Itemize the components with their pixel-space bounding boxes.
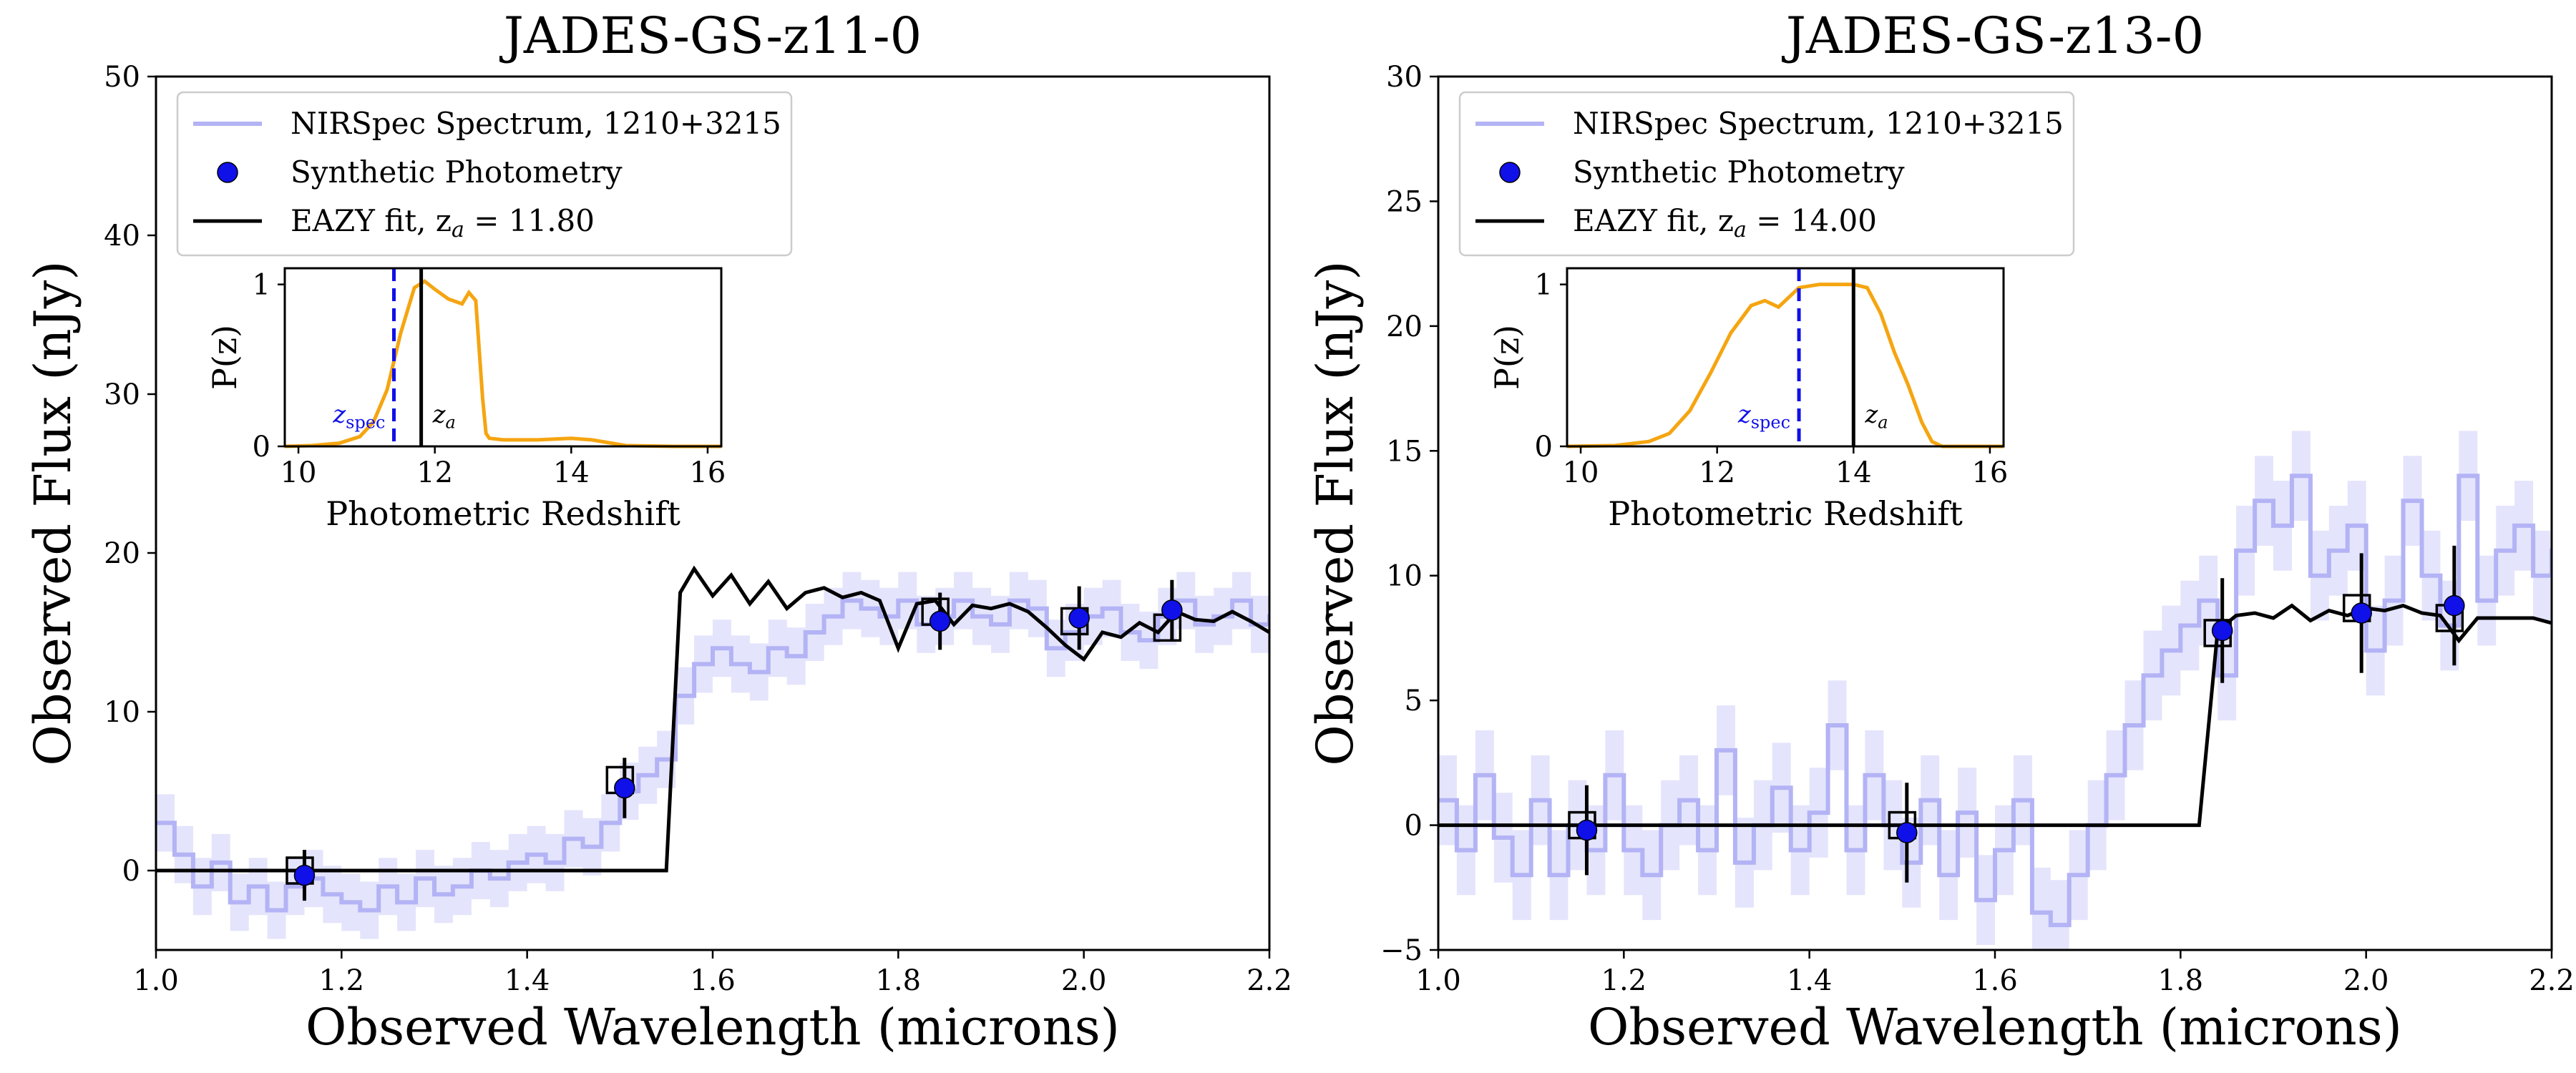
synthetic-photometry-point bbox=[1896, 822, 1918, 843]
inset-y-tick-label: 1 bbox=[1535, 269, 1553, 302]
y-tick-label: 30 bbox=[104, 378, 140, 411]
inset-x-label: Photometric Redshift bbox=[326, 494, 680, 533]
inset-background bbox=[1567, 268, 2004, 446]
x-tick-label: 2.0 bbox=[2343, 964, 2389, 997]
chart-title: JADES-GS-z13-0 bbox=[1782, 6, 2204, 65]
inset-y-tick-label: 0 bbox=[253, 431, 270, 464]
y-tick-label: 15 bbox=[1386, 435, 1423, 468]
y-axis-label: Observed Flux (nJy) bbox=[1306, 260, 1365, 765]
x-tick-label: 1.6 bbox=[690, 964, 736, 997]
x-tick-label: 2.2 bbox=[1246, 964, 1292, 997]
x-tick-label: 1.8 bbox=[876, 964, 922, 997]
pz-curve bbox=[1566, 283, 2004, 449]
z-a-subscript: a bbox=[446, 413, 456, 433]
inset-x-tick-label: 16 bbox=[689, 456, 726, 489]
x-tick-label: 1.6 bbox=[1972, 964, 2018, 997]
legend: NIRSpec Spectrum, 1210+3215 Synthetic Pho… bbox=[176, 91, 793, 257]
y-tick-label: 10 bbox=[104, 696, 140, 729]
panel-2: JADES-GS-z13-0 1.0 1.2 1.4 1.6 1.8 2.0 2.2 −5 0 5 1… bbox=[1306, 6, 2575, 1057]
inset-x-tick-label: 14 bbox=[553, 456, 590, 489]
inset-x-tick-label: 12 bbox=[1699, 456, 1735, 489]
panel-1: JADES-GS-z11-01.0 1.2 1.4 1.6 1.8 2.0 2.201020… bbox=[24, 6, 1292, 1057]
inset-y-label: P(z) bbox=[1488, 325, 1526, 390]
x-tick-label: 2.0 bbox=[1061, 964, 1107, 997]
synthetic-photometry-point bbox=[2444, 594, 2465, 617]
inset-y-tick-label: 1 bbox=[253, 269, 270, 302]
legend-box bbox=[1458, 91, 2075, 257]
y-tick-label: 20 bbox=[104, 537, 140, 570]
inset-y-label: P(z) bbox=[205, 325, 244, 390]
legend-subscript: a bbox=[452, 217, 464, 242]
legend-photometry-swatch bbox=[1499, 162, 1521, 183]
legend-label-photometry: Synthetic Photometry bbox=[291, 155, 623, 190]
x-tick-label: 1.4 bbox=[1787, 964, 1833, 997]
y-tick-label: 25 bbox=[1386, 185, 1423, 218]
y-tick-label: 50 bbox=[104, 61, 140, 94]
inset-x-tick-label: 12 bbox=[416, 456, 453, 489]
legend-fit-value: = 11.80 bbox=[464, 203, 595, 238]
inset-x-label: Photometric Redshift bbox=[1608, 494, 1963, 533]
plot-area bbox=[1438, 431, 2552, 950]
legend-label-photometry: Synthetic Photometry bbox=[1573, 155, 1905, 190]
y-tick-label: 40 bbox=[104, 220, 140, 253]
synthetic-photometry-point bbox=[2211, 619, 2233, 642]
inset-frame bbox=[1566, 267, 2005, 448]
inset-x-tick-label: 10 bbox=[1563, 456, 1599, 489]
legend-label-spectrum: NIRSpec Spectrum, 1210+3215 bbox=[1573, 106, 2064, 141]
spectrum-line bbox=[156, 598, 1269, 913]
y-tick-label: 30 bbox=[1386, 61, 1423, 94]
x-tick-label: 1.2 bbox=[1601, 964, 1647, 997]
plot-area bbox=[156, 565, 1269, 939]
synthetic-photometry-point bbox=[293, 864, 316, 886]
x-axis-label: Observed Wavelength (microns) bbox=[1588, 998, 2402, 1057]
synthetic-photometry-point bbox=[614, 777, 635, 799]
synthetic-photometry-point bbox=[1068, 607, 1090, 629]
synthetic-photometry-point bbox=[1576, 819, 1598, 841]
y-tick-label: 0 bbox=[1405, 810, 1423, 843]
legend-label-spectrum: NIRSpec Spectrum, 1210+3215 bbox=[291, 106, 781, 141]
pz-curve bbox=[284, 279, 721, 449]
x-axis-label: Observed Wavelength (microns) bbox=[306, 998, 1120, 1057]
inset-x-tick-label: 10 bbox=[280, 456, 317, 489]
inset-x-tick-label: 16 bbox=[1971, 456, 2008, 489]
synthetic-photometry-point bbox=[2351, 602, 2372, 624]
legend-photometry-swatch bbox=[217, 162, 238, 183]
inset-y-tick-label: 0 bbox=[1535, 431, 1553, 464]
inset-background bbox=[285, 268, 721, 446]
x-tick-label: 1.2 bbox=[319, 964, 365, 997]
z-a-subscript: a bbox=[1878, 413, 1888, 433]
synthetic-photometry-point bbox=[1161, 599, 1183, 621]
legend-label-fit: EAZY fit, za = 11.80 bbox=[291, 203, 595, 242]
z-spec-subscript: spec bbox=[1751, 413, 1790, 433]
y-tick-label: 5 bbox=[1405, 685, 1423, 717]
spectrum-line bbox=[1438, 474, 2552, 928]
y-tick-label: 0 bbox=[122, 855, 140, 888]
inset-x-tick-label: 14 bbox=[1835, 456, 1872, 489]
legend: NIRSpec Spectrum, 1210+3215 Synthetic Pho… bbox=[1458, 91, 2075, 257]
y-tick-label: 10 bbox=[1386, 560, 1423, 593]
legend-subscript: a bbox=[1734, 217, 1747, 242]
chart-title: JADES-GS-z11-0 bbox=[499, 6, 922, 65]
x-tick-label: 1.0 bbox=[1415, 964, 1461, 997]
eazy-fit-line bbox=[156, 565, 1269, 873]
z-spec-subscript: spec bbox=[346, 413, 385, 433]
legend-box bbox=[176, 91, 793, 257]
legend-label-fit: EAZY fit, za = 14.00 bbox=[1573, 203, 1877, 242]
y-axis-label: Observed Flux (nJy) bbox=[24, 260, 82, 765]
y-tick-label: 20 bbox=[1386, 310, 1423, 343]
y-tick-label: −5 bbox=[1380, 934, 1423, 967]
x-tick-label: 1.4 bbox=[504, 964, 550, 997]
inset-frame bbox=[283, 267, 723, 448]
synthetic-photometry-point bbox=[929, 610, 951, 632]
x-tick-label: 1.8 bbox=[2158, 964, 2204, 997]
x-tick-label: 1.0 bbox=[133, 964, 179, 997]
x-tick-label: 2.2 bbox=[2529, 964, 2575, 997]
legend-fit-value: = 14.00 bbox=[1747, 203, 1877, 238]
